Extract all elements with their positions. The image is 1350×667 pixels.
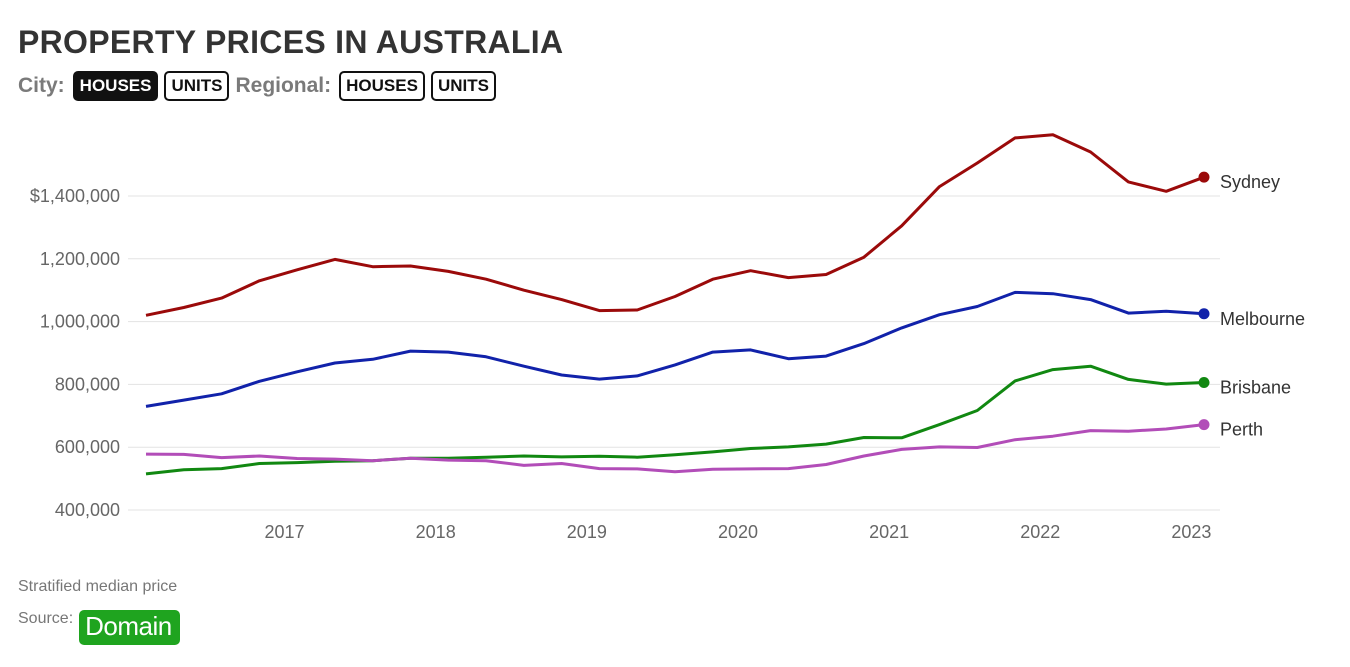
y-tick-label: 600,000 [55,437,120,457]
chart-title: PROPERTY PRICES IN AUSTRALIA [18,24,564,60]
x-tick-label: 2022 [1020,522,1060,542]
line-chart: 400,000 600,000 800,000 1,000,000 1,200,000 $… [30,133,1305,542]
y-tick-label: 800,000 [55,374,120,394]
series-label-sydney: Sydney [1220,172,1280,192]
x-tick-label: 2019 [567,522,607,542]
series-line-melbourne [145,290,1205,408]
regional-houses-button[interactable]: HOUSES [339,71,425,101]
city-houses-button[interactable]: HOUSES [72,71,159,101]
x-tick-label: 2020 [718,522,758,542]
regional-label: Regional: [235,74,332,97]
x-tick-label: 2023 [1171,522,1211,542]
y-tick-label: 1,000,000 [40,312,120,332]
gridlines [128,195,1220,511]
city-label: City: [18,74,65,97]
y-axis: 400,000 600,000 800,000 1,000,000 1,200,000 $… [30,186,120,520]
series-end-marker-perth [1198,419,1210,431]
series-line-brisbane [145,364,1205,476]
y-tick-label: 400,000 [55,500,120,520]
source-line: Source: Domain [18,610,180,645]
series-label-perth: Perth [1220,420,1263,440]
chart-note: Stratified median price [18,578,178,595]
source-label: Source: [18,610,74,627]
series-lines: Sydney Melbourne Brisbane Perth [145,133,1305,476]
series-line-perth [145,423,1205,474]
x-tick-label: 2021 [869,522,909,542]
city-units-button[interactable]: UNITS [164,71,230,101]
filter-controls: City: HOUSES UNITS Regional: HOUSES UNIT… [18,71,496,101]
source-logo[interactable]: Domain [79,610,180,645]
series-label-brisbane: Brisbane [1220,378,1291,398]
series-line-sydney [145,133,1205,317]
x-tick-label: 2017 [265,522,305,542]
series-end-marker-sydney [1198,171,1210,183]
regional-units-button[interactable]: UNITS [430,71,496,101]
series-label-melbourne: Melbourne [1220,309,1305,329]
x-tick-label: 2018 [416,522,456,542]
y-tick-label: $1,400,000 [30,186,120,206]
x-axis: 2017 2018 2019 2020 2021 2022 2023 [265,522,1212,542]
series-end-marker-melbourne [1198,308,1210,320]
y-tick-label: 1,200,000 [40,249,120,269]
series-end-marker-brisbane [1198,377,1210,389]
